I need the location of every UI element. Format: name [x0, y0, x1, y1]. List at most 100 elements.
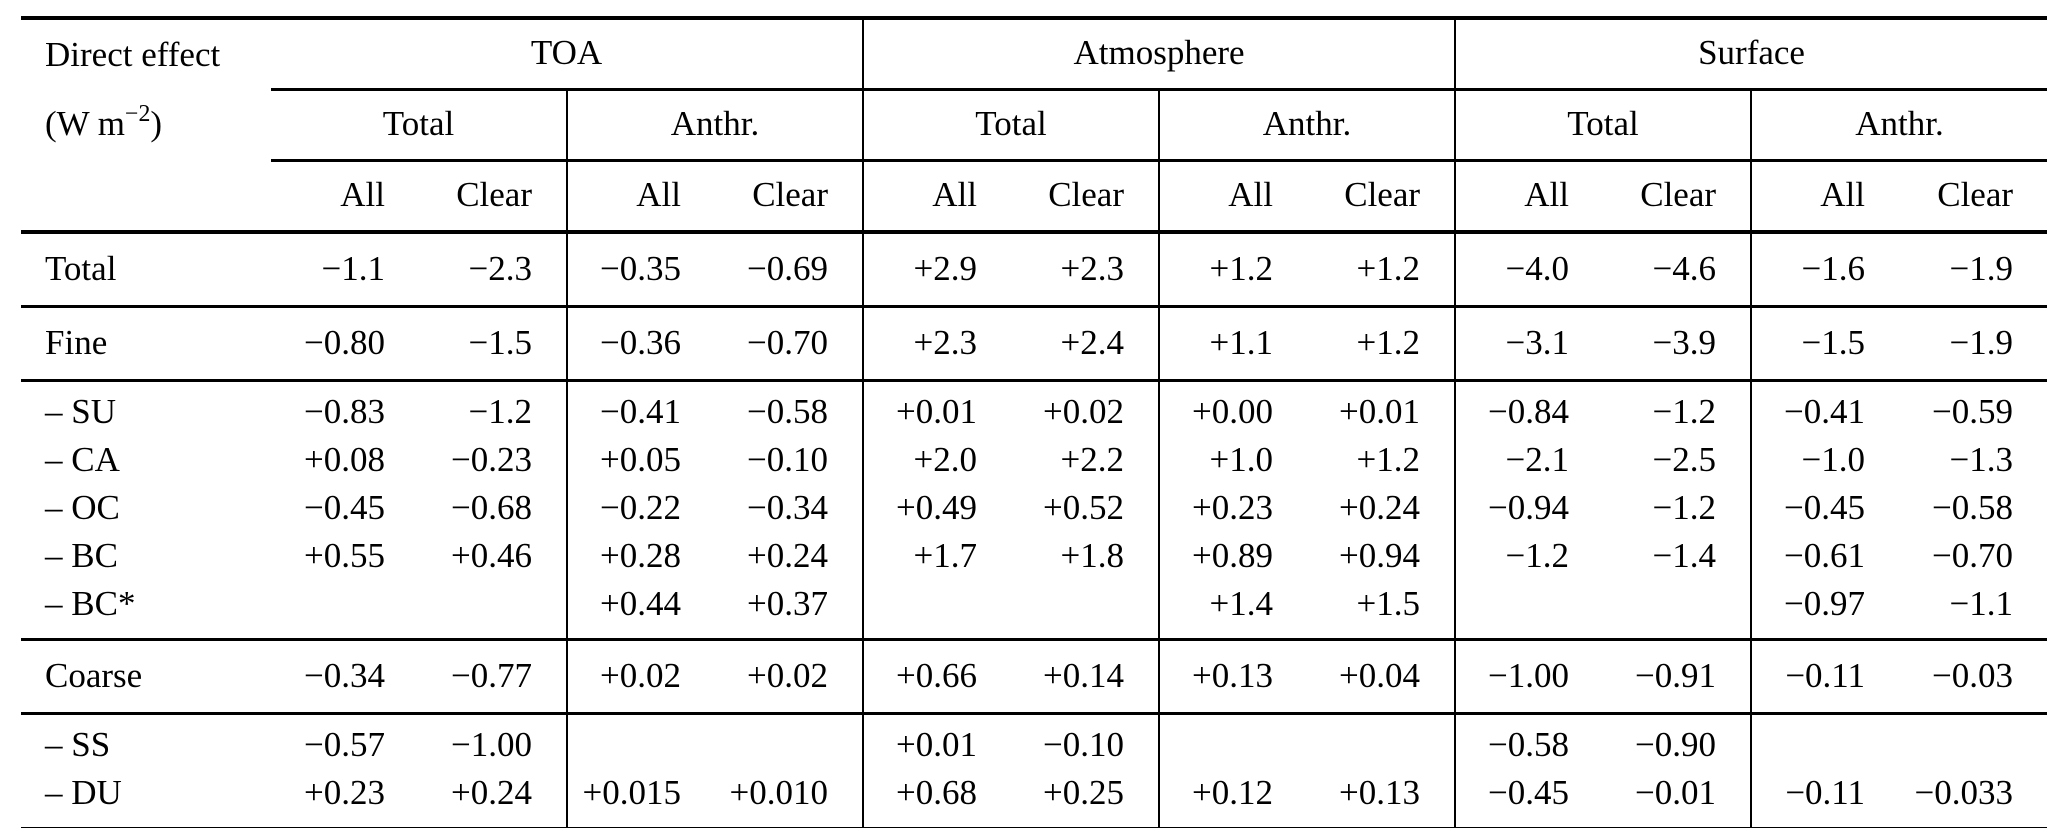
value-cell: −0.58 — [1932, 488, 2014, 527]
value-cell: +0.89 — [1158, 532, 1307, 580]
table-row: – OC −0.45 −0.68 −0.22 −0.34 +0.49 +0.52 +0.23 +… — [21, 484, 2047, 532]
value-cell: −1.9 — [1899, 305, 2048, 381]
subgroup-header-anthr: Anthr. — [566, 89, 863, 162]
value-cell: −0.57 — [271, 712, 419, 769]
value-cell: −0.45 — [1750, 484, 1900, 532]
value-cell: −0.77 — [419, 638, 567, 714]
value-cell: −1.9 — [1949, 249, 2014, 288]
value-cell: −0.58 — [1454, 712, 1604, 769]
value-cell: −2.1 — [1454, 436, 1604, 484]
value-cell: +0.01 — [862, 712, 1011, 769]
value-cell: −0.70 — [1932, 536, 2014, 575]
column-header-clear: Clear — [419, 160, 567, 234]
value-cell: +2.0 — [862, 436, 1011, 484]
value-cell: −1.6 — [1750, 232, 1900, 307]
value-cell: +0.08 — [304, 440, 385, 479]
value-cell: +0.44 — [566, 580, 715, 640]
table-row: – CA +0.08 −0.23 +0.05 −0.10 +2.0 +2.2 +1.0 +1.2… — [21, 436, 2047, 484]
value-cell: +0.37 — [747, 584, 828, 623]
value-cell — [1307, 712, 1456, 769]
value-cell: −0.90 — [1603, 712, 1752, 769]
value-cell: +0.49 — [862, 484, 1011, 532]
value-cell: +1.2 — [1356, 249, 1421, 288]
unit-exponent: −2 — [125, 100, 151, 127]
value-cell: +2.2 — [1060, 440, 1125, 479]
value-cell: +1.8 — [1060, 536, 1125, 575]
column-header-clear: Clear — [1011, 160, 1159, 234]
column-header-all: All — [1158, 160, 1307, 234]
value-cell: +1.5 — [1356, 584, 1421, 623]
value-cell — [1603, 580, 1751, 640]
value-cell — [419, 580, 567, 640]
value-cell: −1.3 — [1949, 440, 2014, 479]
table-row: – BC* +0.44 +0.37 +1.4 +1.5 −0.97 −1.1 — [21, 580, 2047, 640]
value-cell: −0.23 — [451, 440, 532, 479]
row-label: Fine — [21, 305, 271, 381]
value-cell: −0.10 — [747, 440, 828, 479]
value-cell: −4.6 — [1652, 249, 1717, 288]
value-cell: −0.35 — [566, 232, 715, 307]
value-cell: −3.9 — [1603, 305, 1752, 381]
value-cell: +0.52 — [1043, 488, 1124, 527]
unit-label: (W m−2) — [45, 100, 163, 143]
row-label: – BC — [45, 536, 118, 575]
column-header-all: All — [862, 160, 1011, 234]
value-cell: −1.0 — [1750, 436, 1900, 484]
group-header-surface: Surface — [1454, 16, 2048, 91]
value-cell: −0.58 — [715, 379, 863, 436]
value-cell: −4.0 — [1454, 232, 1604, 307]
subgroup-header-anthr: Anthr. — [1750, 89, 2048, 162]
value-cell: −0.41 — [1750, 379, 1900, 436]
value-cell: −0.45 — [1454, 769, 1604, 828]
value-cell: +2.4 — [1011, 305, 1159, 381]
row-label: – BC* — [45, 584, 136, 623]
value-cell: +2.3 — [1060, 249, 1125, 288]
value-cell: −2.3 — [468, 249, 533, 288]
table-row: Coarse −0.34 −0.77 +0.02 +0.02 +0.66 +0.14 +0.1… — [21, 638, 2048, 714]
table-row: – DU +0.23 +0.24 +0.015 +0.010 +0.68 +0.25 +0.1… — [21, 769, 2048, 828]
value-cell — [1158, 712, 1307, 769]
value-cell: +0.015 — [566, 769, 715, 828]
value-cell: +2.9 — [862, 232, 1011, 307]
value-cell: +0.14 — [1011, 638, 1159, 714]
value-cell: +0.05 — [566, 436, 715, 484]
value-cell: +0.25 — [1011, 769, 1159, 828]
group-header-toa: TOA — [271, 16, 863, 91]
group-header-atmosphere: Atmosphere — [861, 16, 1456, 91]
value-cell: −0.80 — [271, 305, 419, 381]
column-header-clear: Clear — [715, 160, 863, 234]
value-cell: −0.11 — [1750, 638, 1900, 714]
value-cell: −0.01 — [1603, 769, 1752, 828]
value-cell — [715, 712, 863, 769]
value-cell: +0.01 — [862, 379, 1011, 436]
value-cell: +0.02 — [566, 638, 715, 714]
column-header-clear: Clear — [1307, 160, 1456, 234]
table-row: – SS −0.57 −1.00 +0.01 −0.10 −0.58 −0.90 — [21, 712, 2048, 769]
value-cell: +1.7 — [862, 532, 1011, 580]
value-cell: −0.83 — [271, 379, 419, 436]
value-cell: +0.24 — [1339, 488, 1421, 527]
value-cell: −1.2 — [419, 379, 567, 436]
value-cell: −0.22 — [566, 484, 715, 532]
subgroup-header-total: Total — [1454, 89, 1752, 162]
value-cell: +2.3 — [862, 305, 1011, 381]
value-cell: −1.00 — [419, 712, 567, 769]
value-cell: −0.11 — [1750, 769, 1900, 828]
direct-effect-table: Direct effect (W m−2) TOA Atmosphere Sur… — [21, 16, 2048, 828]
column-header-all: All — [1750, 160, 1900, 234]
row-label: – CA — [45, 440, 120, 479]
table-row: Fine −0.80 −1.5 −0.36 −0.70 +2.3 +2.4 +1.1 +1.2−… — [21, 305, 2048, 381]
value-cell: +0.00 — [1158, 379, 1307, 436]
value-cell — [1899, 712, 2048, 769]
value-cell: +0.13 — [1158, 638, 1307, 714]
row-label: Total — [45, 249, 117, 288]
value-cell: +0.66 — [862, 638, 1011, 714]
value-cell: −1.2 — [1652, 488, 1717, 527]
value-cell: −0.36 — [566, 305, 715, 381]
row-label: – OC — [45, 488, 120, 527]
column-header-clear: Clear — [1603, 160, 1752, 234]
value-cell: −0.03 — [1899, 638, 2048, 714]
value-cell: +0.04 — [1307, 638, 1456, 714]
value-cell: +0.55 — [304, 536, 385, 575]
